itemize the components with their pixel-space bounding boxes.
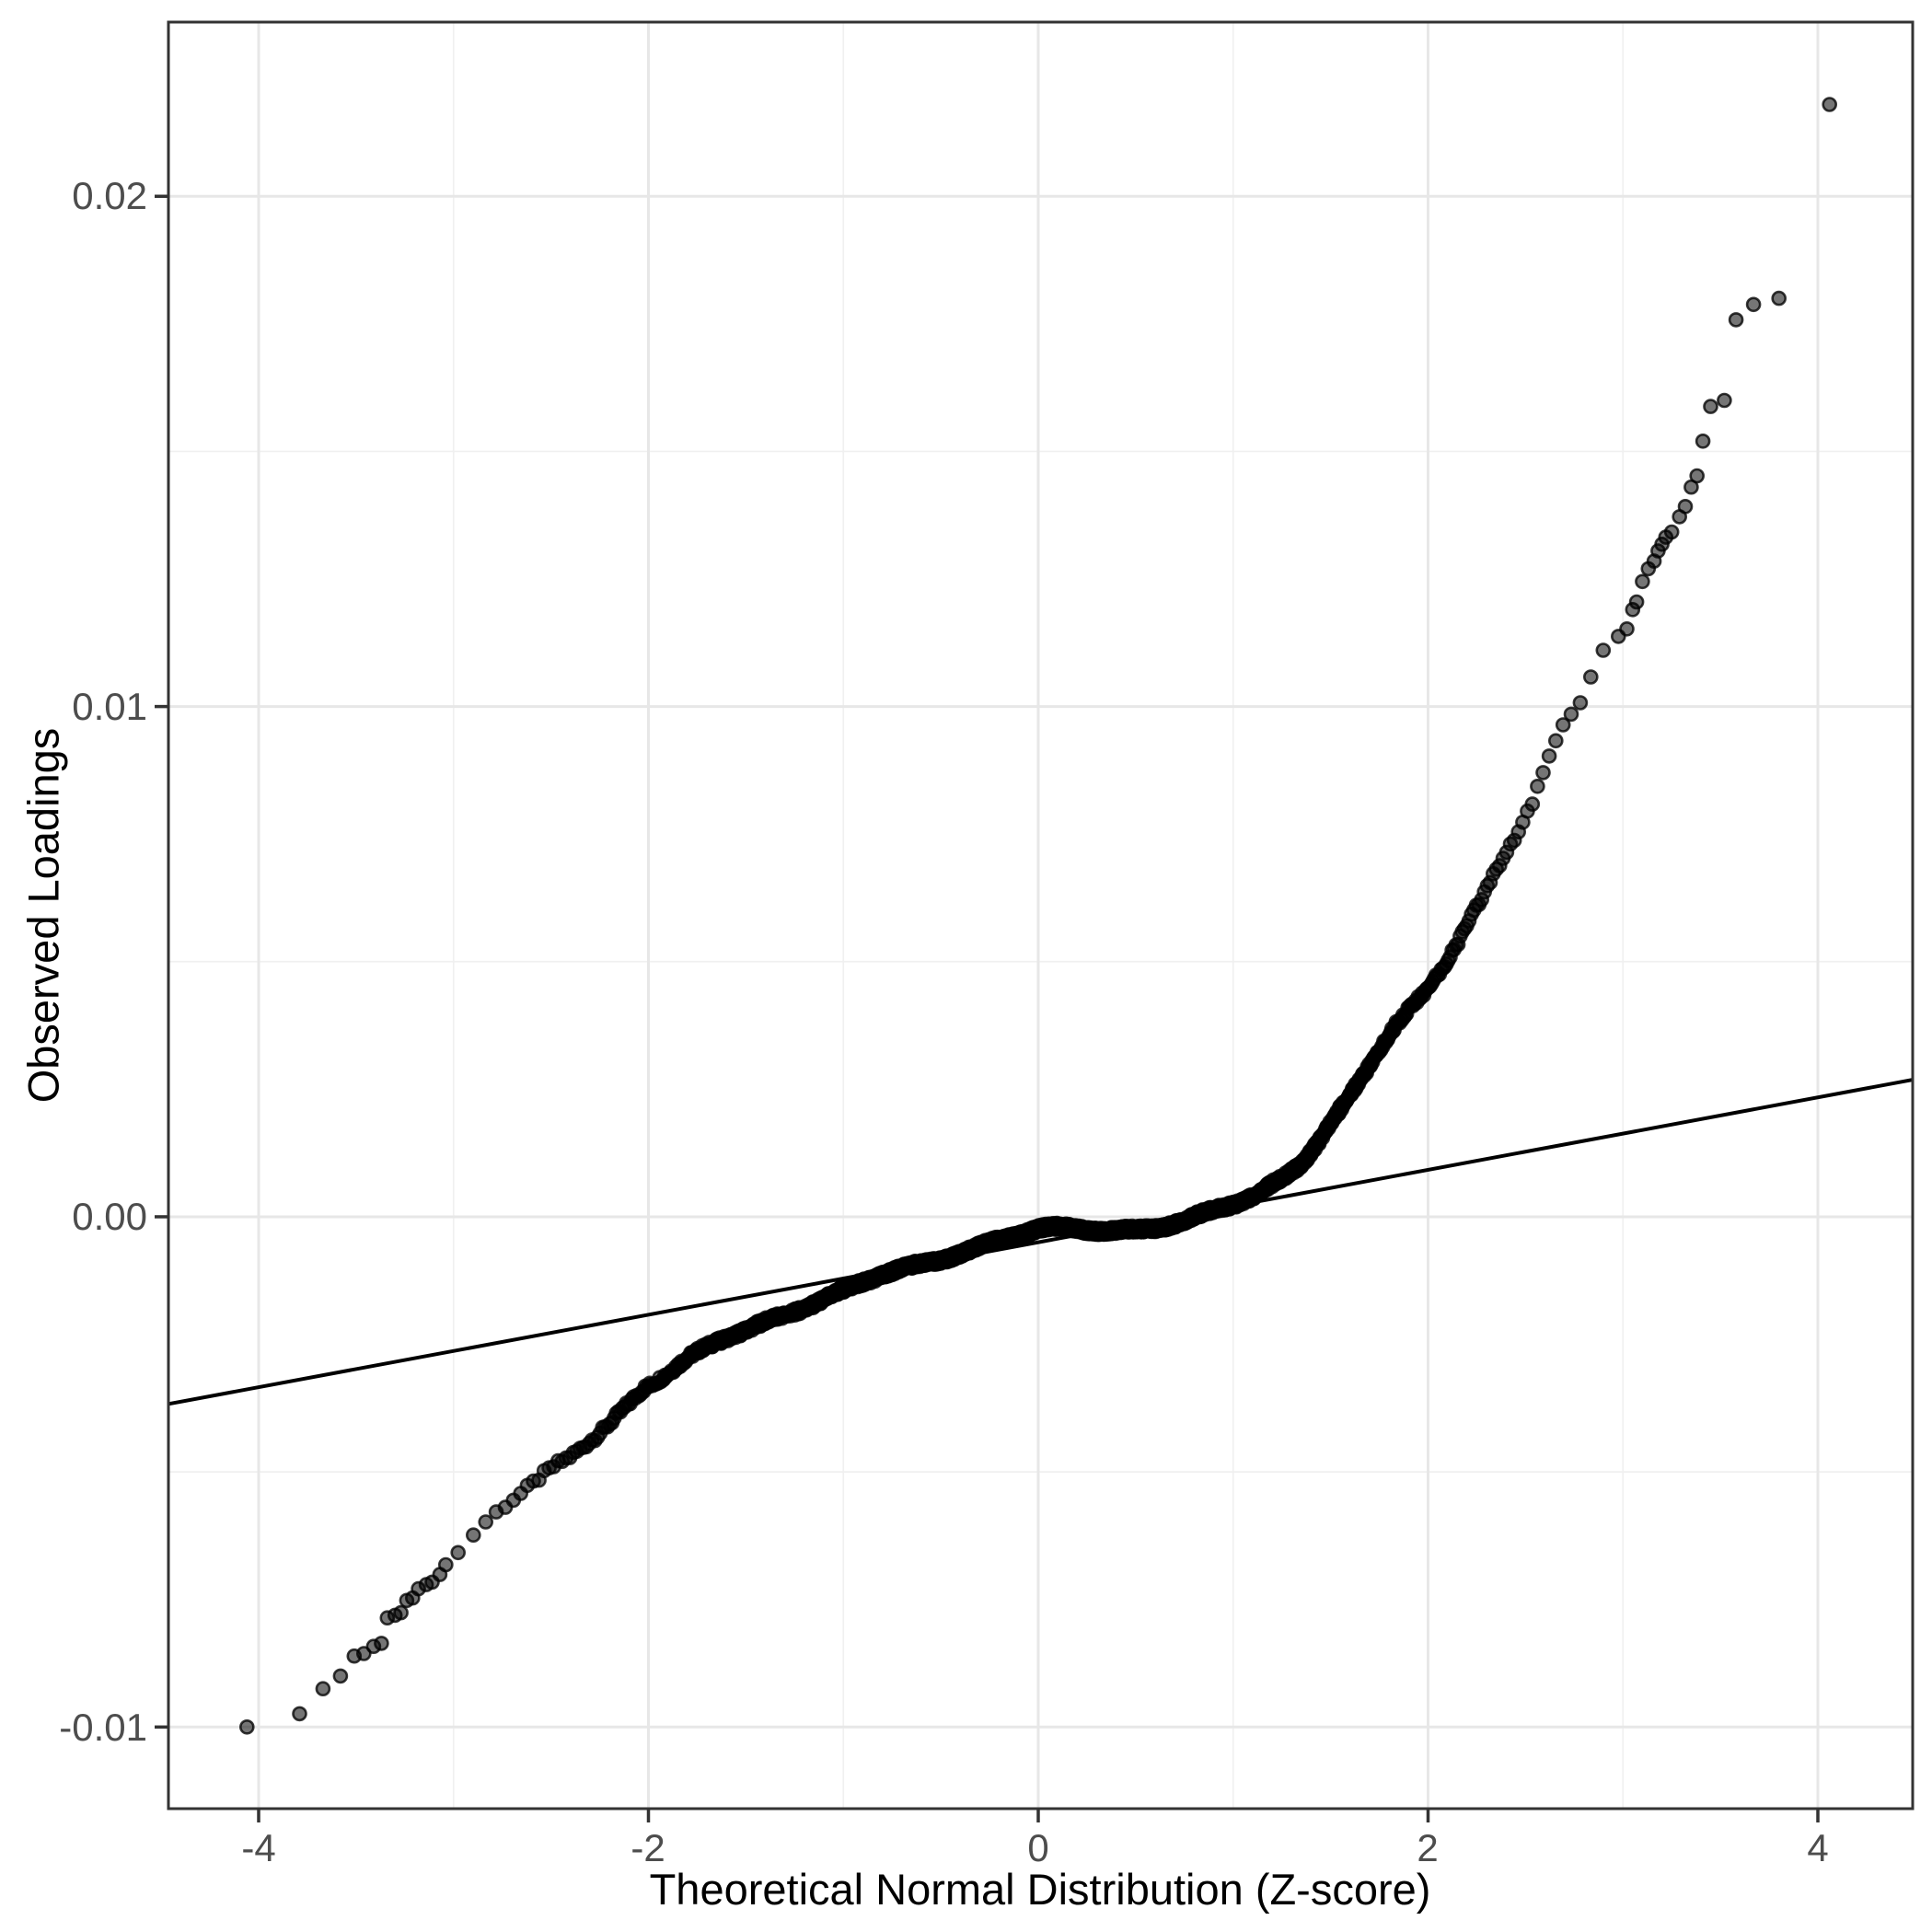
data-point — [1745, 296, 1762, 313]
axis-ticks — [155, 194, 1820, 1822]
data-point — [1572, 695, 1589, 711]
data-point — [450, 1544, 467, 1561]
data-point — [1695, 433, 1711, 449]
data-point — [1677, 498, 1694, 515]
data-point — [437, 1556, 454, 1573]
data-point — [1548, 733, 1564, 749]
data-point — [315, 1681, 331, 1696]
data-point — [478, 1514, 494, 1530]
data-point — [1535, 765, 1551, 781]
data-point — [1583, 669, 1599, 685]
panel-border — [167, 20, 1915, 1811]
data-point — [332, 1668, 349, 1684]
data-point — [1771, 290, 1787, 307]
data-point — [292, 1706, 307, 1722]
gridlines-major — [168, 22, 1913, 1809]
data-point — [1530, 778, 1545, 794]
data-point — [1689, 468, 1705, 484]
data-point — [1619, 620, 1635, 637]
sample-quantile-points — [238, 97, 1837, 1735]
data-point — [1728, 312, 1744, 328]
data-point — [1822, 97, 1837, 112]
data-point — [374, 1636, 389, 1651]
data-point — [1563, 706, 1579, 723]
qq-reference-line — [168, 1078, 1914, 1406]
data-point — [1595, 642, 1612, 658]
data-point — [1555, 717, 1571, 733]
data-point — [1717, 392, 1732, 409]
data-point — [238, 1719, 255, 1735]
data-point — [393, 1604, 409, 1621]
data-point — [465, 1527, 481, 1543]
data-point — [1703, 399, 1718, 414]
data-point — [355, 1646, 372, 1661]
data-point — [1663, 524, 1680, 540]
data-point — [1635, 573, 1650, 590]
gridlines-minor — [168, 22, 1913, 1809]
data-point — [1524, 796, 1541, 812]
data-point — [1541, 748, 1557, 764]
data-point — [1628, 594, 1645, 610]
